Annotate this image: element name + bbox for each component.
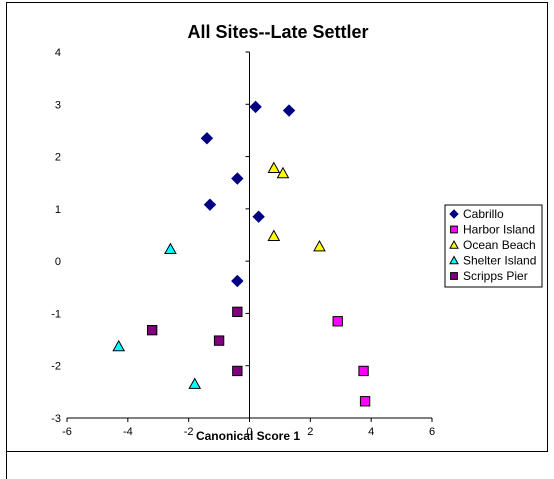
x-tick-label: -6 bbox=[62, 426, 72, 438]
legend-entry: Shelter Island bbox=[463, 254, 536, 268]
data-point-harbor-island bbox=[332, 316, 343, 327]
legend-entry: Scripps Pier bbox=[463, 269, 528, 283]
legend-marker bbox=[449, 209, 459, 219]
data-point-cabrillo bbox=[200, 132, 214, 145]
y-tick-label: -1 bbox=[51, 308, 61, 320]
axes: -3 -2 -1 0 1 2 3 4 -6 -4 -2 0 2 4 6 bbox=[51, 47, 435, 438]
chart-title: All Sites--Late Settler bbox=[187, 22, 368, 42]
legend-entry: Ocean Beach bbox=[463, 238, 536, 252]
data-point-scripps-pier bbox=[213, 335, 225, 346]
data-point-ocean-beach bbox=[313, 239, 326, 252]
x-tick-label: -4 bbox=[123, 426, 133, 438]
data-point-cabrillo bbox=[231, 274, 244, 288]
data-point-harbor-island bbox=[358, 365, 369, 377]
data-point-cabrillo bbox=[203, 198, 217, 211]
data-point-ocean-beach bbox=[267, 161, 281, 173]
y-tick-label: 3 bbox=[55, 99, 61, 111]
data-point-shelter-island bbox=[188, 377, 202, 389]
legend-marker bbox=[450, 272, 458, 280]
data-point-ocean-beach bbox=[267, 229, 281, 241]
legend-marker bbox=[449, 255, 459, 265]
x-tick-label: 4 bbox=[368, 426, 374, 438]
x-tick-label: -2 bbox=[184, 426, 194, 438]
y-tick-label: -2 bbox=[51, 361, 61, 373]
y-tick-label: 0 bbox=[55, 256, 61, 268]
data-point-cabrillo bbox=[231, 172, 244, 185]
data-point-cabrillo bbox=[249, 100, 262, 114]
data-point-shelter-island bbox=[112, 339, 126, 352]
legend-entry: Harbor Island bbox=[463, 223, 535, 237]
x-tick-label: 2 bbox=[307, 426, 313, 438]
legend-entry: Cabrillo bbox=[463, 207, 504, 221]
data-point-scripps-pier bbox=[146, 324, 158, 336]
data-point-ocean-beach bbox=[276, 166, 290, 179]
legend-marker bbox=[449, 239, 459, 249]
data-points bbox=[112, 100, 371, 407]
x-tick-label: 6 bbox=[429, 426, 435, 438]
x-tick-label: 0 bbox=[246, 426, 252, 438]
data-point-cabrillo bbox=[282, 104, 296, 117]
data-point-scripps-pier bbox=[232, 306, 243, 318]
legend-box bbox=[444, 204, 543, 288]
data-point-shelter-island bbox=[164, 242, 177, 255]
y-tick-label: 1 bbox=[55, 204, 61, 216]
data-point-cabrillo bbox=[252, 210, 265, 223]
y-tick-label: -3 bbox=[51, 413, 61, 425]
data-point-scripps-pier bbox=[232, 365, 243, 377]
y-tick-label: 4 bbox=[55, 47, 61, 59]
y-tick-label: 2 bbox=[55, 152, 61, 164]
chart-bottom-edge bbox=[6, 452, 7, 479]
data-point-harbor-island bbox=[359, 396, 371, 407]
legend-marker bbox=[450, 225, 458, 234]
x-axis-label: Canonical Score 1 bbox=[196, 429, 300, 443]
